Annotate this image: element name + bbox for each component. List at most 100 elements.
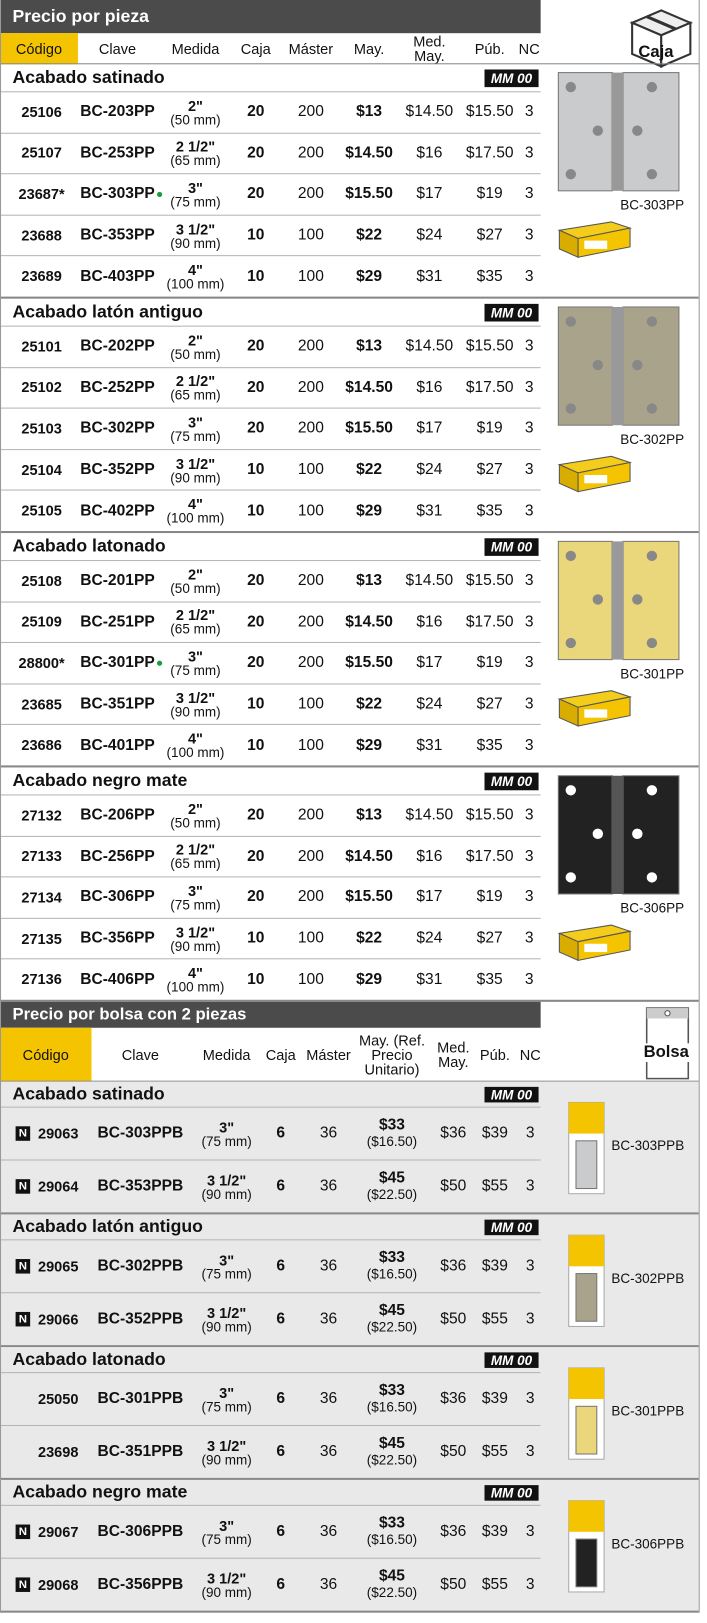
- codigo-cell: 25105: [21, 502, 62, 519]
- size-inches: 2 1/2": [175, 841, 216, 859]
- pub-cell: $55: [481, 1575, 508, 1593]
- pub-cell: $55: [481, 1309, 508, 1328]
- image-label: BC-306PPB: [611, 1535, 685, 1552]
- size-inches: 3 1/2": [207, 1304, 247, 1321]
- pub-cell: $19: [476, 419, 503, 438]
- column-header: Med. May.: [437, 1039, 470, 1071]
- pub-cell: $27: [476, 929, 503, 947]
- column-header: Código: [15, 40, 63, 58]
- pub-cell: $39: [481, 1124, 508, 1142]
- nc-cell: 3: [524, 267, 534, 285]
- clave-cell: BC-251PP: [80, 612, 155, 631]
- row-line: [0, 1106, 541, 1108]
- hinge-image: [556, 305, 683, 427]
- hinge-image-art: [557, 775, 680, 895]
- med-may-cell: $24: [416, 226, 443, 244]
- master-cell: 36: [319, 1442, 338, 1461]
- column-header: Púb.: [474, 40, 505, 58]
- price-may: $33: [378, 1248, 405, 1266]
- group-title: Acabado latonado: [12, 1349, 166, 1369]
- hinge-image: [556, 774, 683, 896]
- nc-cell: 3: [524, 736, 534, 754]
- row-line: [0, 917, 541, 919]
- row-line: [0, 132, 541, 134]
- side-label: Bolsa: [641, 1043, 691, 1062]
- master-cell: 36: [319, 1575, 338, 1593]
- nc-cell: 3: [525, 1256, 535, 1275]
- may-cell: $29: [356, 267, 383, 285]
- may-cell: $15.50: [345, 653, 393, 672]
- size-inches: 3 1/2": [175, 689, 216, 706]
- clave-cell: BC-203PP: [80, 102, 155, 121]
- clave-cell: BC-353PPB: [97, 1177, 184, 1195]
- med-may-cell: $36: [440, 1124, 467, 1142]
- med-may-cell: $31: [416, 736, 443, 754]
- size-inches: 2": [187, 97, 203, 114]
- med-may-cell: $50: [440, 1309, 467, 1328]
- pub-cell: $19: [476, 653, 503, 672]
- price-unit: ($22.50): [366, 1451, 418, 1467]
- med-may-cell: $24: [416, 694, 443, 713]
- column-header: Med. May.: [413, 33, 446, 65]
- size-inches: 4": [187, 261, 203, 279]
- codigo-cell: 23685: [21, 695, 62, 713]
- size-mm: (90 mm): [170, 235, 221, 251]
- caja-cell: 6: [276, 1442, 286, 1461]
- nc-cell: 3: [524, 694, 534, 713]
- nc-cell: 3: [525, 1124, 535, 1142]
- clave-cell: BC-202PP: [80, 337, 155, 355]
- price-may: $45: [378, 1168, 405, 1186]
- caja-cell: 10: [247, 460, 265, 479]
- codigo-cell: 25109: [21, 613, 62, 630]
- may-cell: $13: [356, 337, 383, 355]
- row-line: [0, 876, 541, 878]
- med-may-cell: $16: [416, 847, 443, 865]
- size-mm: (90 mm): [201, 1584, 252, 1600]
- pub-cell: $17.50: [465, 378, 514, 397]
- master-cell: 36: [319, 1522, 338, 1541]
- row-line: [0, 1345, 699, 1348]
- clave-cell: BC-303PP: [80, 185, 155, 203]
- codigo-cell: 27134: [21, 888, 62, 906]
- clave-cell: BC-302PPB: [97, 1256, 184, 1275]
- group-badge: MM 00: [484, 1219, 539, 1236]
- caja-cell: 6: [276, 1309, 286, 1328]
- column-header: Máster: [288, 40, 334, 58]
- caja-cell: 10: [247, 736, 265, 754]
- row-line: [0, 1292, 541, 1294]
- med-may-cell: $31: [416, 501, 443, 520]
- row-line: [0, 489, 541, 491]
- caja-cell: 10: [247, 970, 265, 989]
- new-dot: [156, 660, 163, 666]
- codigo-cell: 29066: [37, 1310, 79, 1327]
- master-cell: 200: [297, 653, 324, 672]
- group-title: Acabado latonado: [12, 536, 166, 556]
- row-line: [0, 1610, 699, 1613]
- size-mm: (90 mm): [201, 1185, 252, 1202]
- codigo-cell: 28800*: [18, 654, 65, 671]
- clave-cell: BC-406PP: [80, 970, 155, 989]
- group-badge: MM 00: [484, 1485, 539, 1501]
- nc-cell: 3: [524, 102, 534, 121]
- price-unit: ($22.50): [366, 1318, 418, 1335]
- med-may-cell: $17: [416, 888, 443, 906]
- caja-cell: 6: [276, 1177, 286, 1195]
- size-mm: (50 mm): [170, 580, 221, 597]
- row-line: [0, 958, 541, 960]
- may-cell: $15.50: [345, 419, 393, 438]
- new-icon: N: [15, 1576, 31, 1592]
- codigo-cell: 27136: [21, 970, 62, 988]
- section-title: Precio por pieza: [12, 6, 150, 26]
- price-may: $45: [378, 1301, 405, 1319]
- med-may-cell: $16: [416, 612, 443, 631]
- pub-cell: $15.50: [465, 571, 514, 590]
- hinge-image-art: [557, 540, 680, 661]
- column-header: Máster: [306, 1046, 351, 1064]
- row-line: [0, 1477, 699, 1480]
- row-line: [0, 214, 541, 216]
- nc-cell: 3: [525, 1177, 535, 1195]
- column-header: NC: [518, 40, 540, 58]
- price-may: $45: [378, 1566, 405, 1585]
- may-cell: $22: [356, 460, 383, 479]
